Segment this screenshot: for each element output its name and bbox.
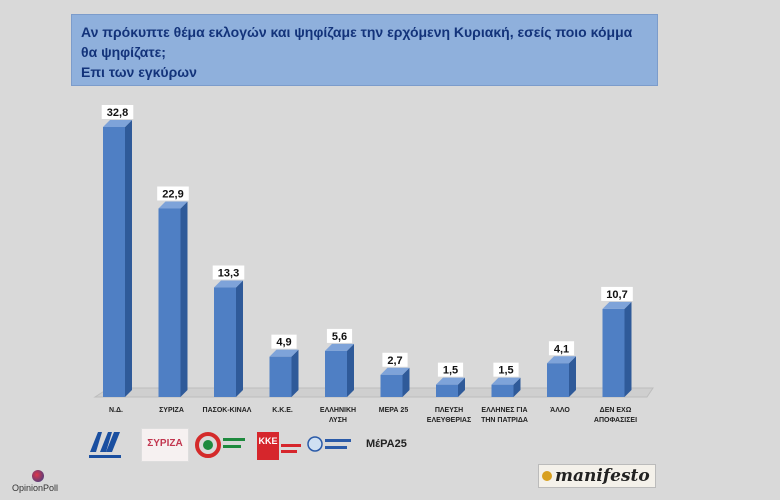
bar-top xyxy=(602,301,632,309)
category-label: ΜΕΡΑ 25 xyxy=(379,407,409,414)
bar-side xyxy=(125,120,132,397)
mera25-logo: ΜέΡΑ25 xyxy=(366,438,407,450)
syriza-logo: ΣΥΡΙΖΑ xyxy=(141,428,189,462)
category-label: ΠΑΣΟΚ-ΚΙΝΑΛ xyxy=(203,407,252,414)
bar-side xyxy=(236,280,243,397)
bar-top xyxy=(103,120,132,127)
bar-top xyxy=(380,367,410,375)
data-label-box xyxy=(382,352,408,367)
data-label: 10,7 xyxy=(606,289,627,301)
data-label: 4,1 xyxy=(554,343,569,355)
chart-title-line-1: Αν πρόκυπτε θέμα εκλογών και ψηφίζαμε τη… xyxy=(81,24,633,40)
bar-top xyxy=(325,343,354,351)
kke-logo-text: ΚΚΕ xyxy=(258,436,277,446)
data-label-box xyxy=(157,186,189,201)
data-label: 2,7 xyxy=(387,355,402,367)
category-label: ΕΛΛΗΝΕΣ ΓΙΑ ΤΗΝ ΠΑΤΡΙΔΑ xyxy=(481,407,528,424)
data-label-box xyxy=(493,362,519,377)
bar-side xyxy=(569,356,576,397)
bar-top xyxy=(491,377,521,385)
bar-top xyxy=(158,201,188,209)
category-label: ΆΛΛΟ xyxy=(550,407,570,414)
category-label: ΣΥΡΙΖΑ xyxy=(159,407,184,414)
bar xyxy=(158,208,181,397)
bar-side xyxy=(624,301,632,397)
data-label-box xyxy=(548,341,575,356)
data-label: 13,3 xyxy=(218,268,239,280)
data-label: 4,9 xyxy=(276,337,291,349)
data-label: 22,9 xyxy=(162,188,183,200)
manifesto-logo: manifesto xyxy=(538,464,656,488)
category-label: ΠΛΕΥΣΗ ΕΛΕΥΘΕΡΙΑΣ xyxy=(427,407,471,424)
data-label-box xyxy=(101,105,134,119)
data-label-box xyxy=(271,334,297,349)
bar xyxy=(491,384,514,397)
bar-side xyxy=(347,343,354,397)
bar xyxy=(325,350,347,397)
chart-title-line-2: θα ψηφίζατε; xyxy=(81,44,166,60)
elliniki-lysi-logo xyxy=(306,428,354,462)
nd-logo xyxy=(86,428,124,462)
category-label: Ν.Δ. xyxy=(109,407,123,414)
bar-top xyxy=(547,356,576,364)
bar xyxy=(380,374,403,397)
data-label: 32,8 xyxy=(107,107,128,119)
chart-title-box: Αν πρόκυπτε θέμα εκλογών και ψηφίζαμε τη… xyxy=(71,14,658,86)
category-label: Κ.Κ.Ε. xyxy=(272,407,293,414)
pasok-logo xyxy=(195,428,249,462)
data-label-box xyxy=(601,286,633,301)
data-label: 1,5 xyxy=(498,365,513,377)
bar xyxy=(214,287,236,397)
chart-subtitle: Επι των εγκύρων xyxy=(81,64,197,80)
data-label-box xyxy=(326,328,353,343)
bar-side xyxy=(458,377,465,397)
bar xyxy=(602,308,625,397)
bar-side xyxy=(402,367,410,397)
manifesto-logo-text: manifesto xyxy=(555,466,650,486)
bar-side xyxy=(180,201,188,397)
data-label: 1,5 xyxy=(443,365,458,377)
bar xyxy=(269,356,292,397)
opinionpoll-logo-text: OpinionPoll xyxy=(12,483,59,493)
data-label-box xyxy=(212,265,245,280)
opinionpoll-logo: OpinionPoll xyxy=(12,470,82,494)
category-label: ΔΕΝ ΕΧΩ ΑΠΟΦΑΣΙΣΕΙ xyxy=(594,407,637,424)
data-label: 5,6 xyxy=(332,331,347,343)
bar-top xyxy=(269,349,299,357)
bar-top xyxy=(436,377,465,385)
bar xyxy=(436,384,458,397)
bar xyxy=(547,363,569,397)
bar xyxy=(103,127,125,397)
opinionpoll-mark-icon xyxy=(32,470,44,482)
manifesto-mark-icon xyxy=(542,471,552,481)
bar-side xyxy=(513,377,521,397)
bar-top xyxy=(214,280,243,288)
data-label-box xyxy=(437,362,464,377)
kke-logo: ΚΚΕ xyxy=(257,430,303,462)
category-label: ΕΛΛΗΝΙΚΗ ΛΥΣΗ xyxy=(320,407,356,424)
bar-side xyxy=(291,349,299,397)
